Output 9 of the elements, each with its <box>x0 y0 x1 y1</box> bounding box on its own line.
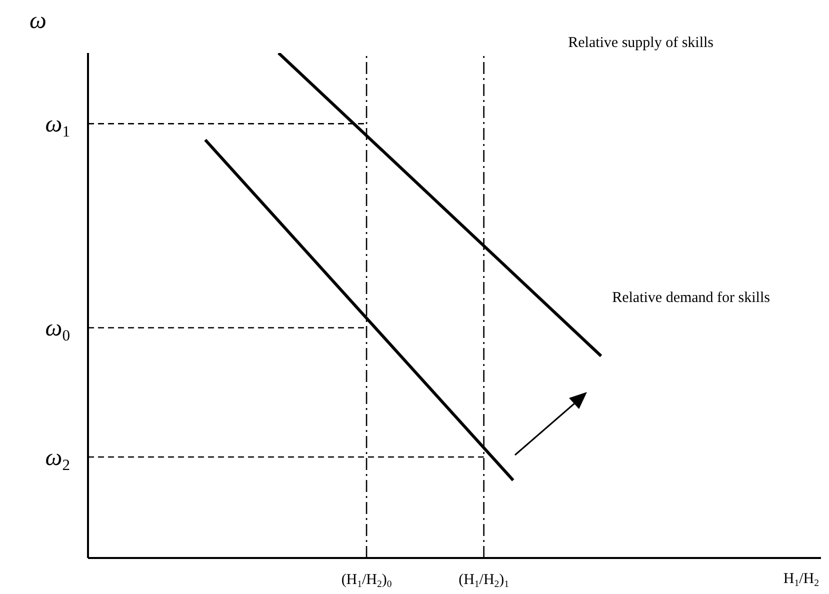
y-axis-title: ω <box>30 8 46 34</box>
x-axis-title: H$_{1}$/H$_{2}$ <box>783 571 820 589</box>
x-tick-label: (H$_{1}$/H$_{2}$)$_{1}$ <box>458 572 510 590</box>
x-tick-label: (H$_{1}$/H$_{2}$)$_{0}$ <box>341 572 392 590</box>
series-label: ω$_{2}$ <box>45 445 70 474</box>
series-label: ω$_{1}$ <box>45 112 70 140</box>
text: Relative supply of skills <box>568 35 714 52</box>
series-label: ω$_{0}$ <box>45 316 70 345</box>
annotation: Relative demand for skills <box>612 290 770 308</box>
